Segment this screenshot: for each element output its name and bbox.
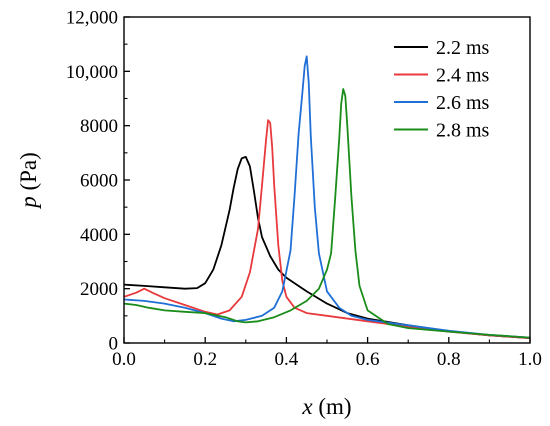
- series-line-3: [124, 55, 530, 339]
- x-tick-label: 0.6: [356, 349, 380, 370]
- x-tick-label: 0.8: [437, 349, 461, 370]
- y-tick-label: 0: [109, 334, 119, 355]
- x-tick-label: 0.4: [275, 349, 299, 370]
- legend-label-4: 2.8 ms: [436, 120, 490, 142]
- legend-label-2: 2.4 ms: [436, 65, 490, 87]
- legend-label-3: 2.6 ms: [436, 92, 490, 114]
- x-axis-label: x (m): [301, 394, 351, 419]
- y-tick-label: 8000: [80, 116, 118, 137]
- x-tick-label: 1.0: [518, 349, 542, 370]
- x-axis-unit: (m): [313, 394, 352, 419]
- ticks-layer: 0.0 0.2 0.4 0.6 0.8 1.0 0 2000 4000 6000 8000 10,00…: [66, 8, 542, 371]
- y-axis-variable: p: [16, 196, 41, 210]
- series-layer: [124, 55, 530, 339]
- x-tick-label: 0.0: [112, 349, 136, 370]
- x-axis-variable: x: [301, 394, 313, 419]
- y-tick-label: 4000: [80, 225, 118, 246]
- series-line-2: [124, 119, 530, 339]
- y-tick-label: 10,000: [66, 62, 118, 83]
- legend: 2.2 ms 2.4 ms 2.6 ms 2.8 ms: [394, 37, 490, 142]
- y-tick-label: 12,000: [66, 8, 118, 29]
- y-axis-unit: (Pa): [16, 152, 41, 196]
- y-tick-label: 6000: [80, 171, 118, 192]
- y-axis-label: p (Pa): [16, 152, 41, 210]
- y-tick-label: 2000: [80, 279, 118, 300]
- series-line-4: [124, 88, 530, 339]
- legend-label-1: 2.2 ms: [436, 37, 490, 59]
- series-line-1: [124, 155, 530, 339]
- x-tick-label: 0.2: [193, 349, 217, 370]
